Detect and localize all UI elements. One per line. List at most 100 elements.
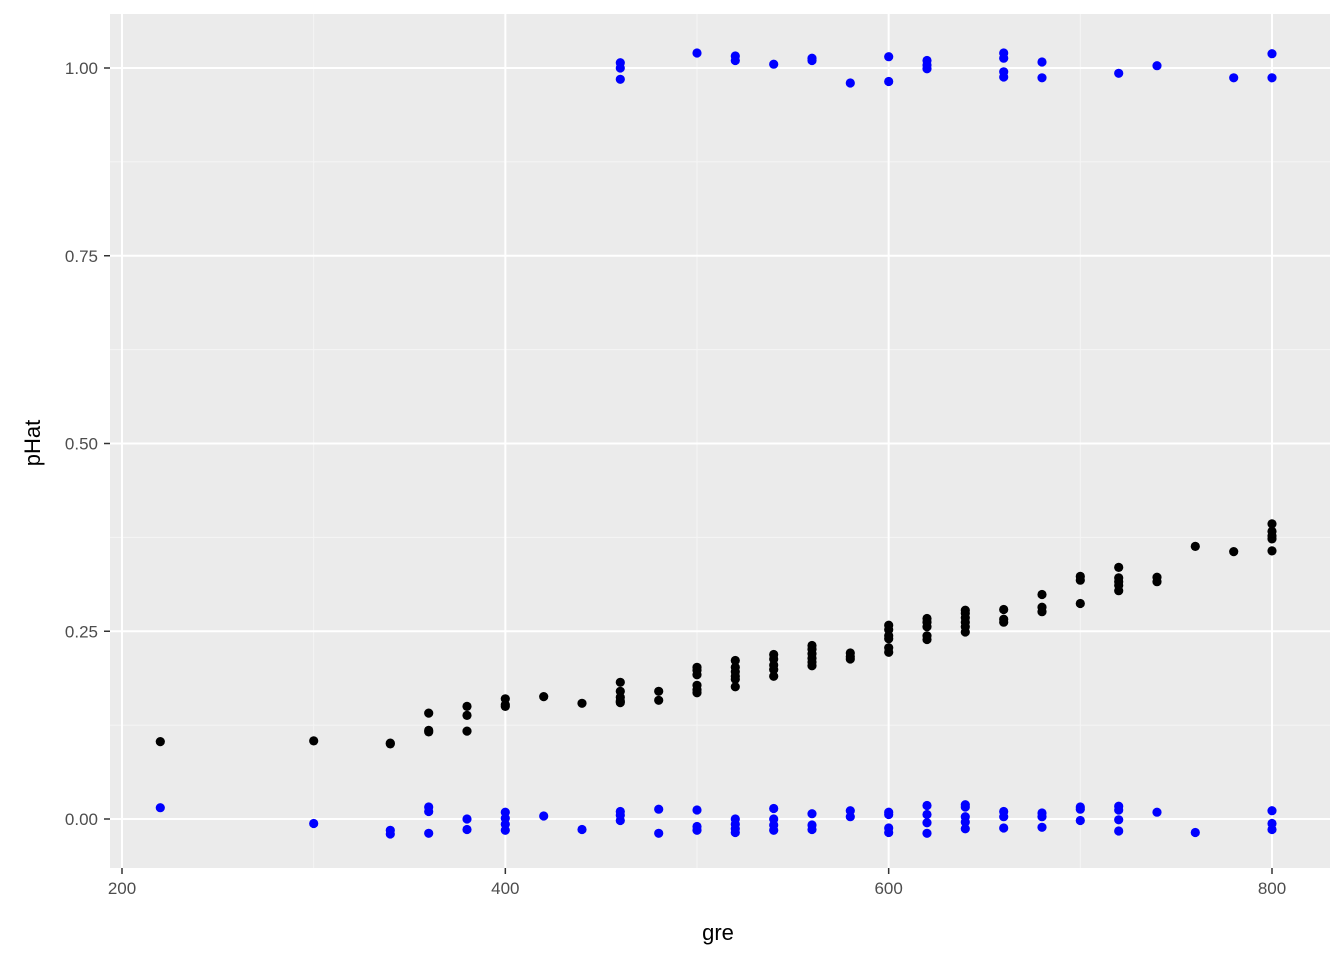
fitted-point: [845, 654, 855, 664]
fitted-point: [500, 701, 510, 712]
fitted-point: [1267, 534, 1277, 544]
observed-point: [922, 809, 932, 820]
observed-point: [960, 817, 970, 827]
observed-point: [999, 823, 1009, 833]
observed-point: [500, 825, 510, 835]
observed-point: [1075, 815, 1085, 826]
observed-point: [1114, 815, 1124, 825]
plot-panel: [110, 14, 1330, 868]
observed-point: [884, 52, 894, 62]
fitted-point: [1037, 607, 1047, 617]
observed-point: [462, 814, 472, 824]
y-tick-label: 1.00: [65, 59, 98, 78]
observed-point: [884, 76, 894, 87]
fitted-point: [884, 647, 894, 657]
observed-point: [155, 803, 165, 813]
fitted-point: [615, 677, 625, 687]
fitted-point: [692, 670, 702, 680]
y-tick-label: 0.75: [65, 247, 98, 266]
fitted-point: [155, 737, 165, 747]
observed-point: [424, 806, 434, 817]
observed-point: [1267, 49, 1277, 59]
fitted-point: [654, 695, 664, 705]
observed-point: [539, 811, 549, 821]
x-axis: 200 400 600 800: [108, 868, 1286, 898]
observed-point: [1152, 807, 1162, 817]
observed-point: [845, 812, 855, 822]
observed-point: [654, 828, 664, 838]
observed-point: [309, 818, 319, 829]
fitted-point: [462, 710, 472, 721]
fitted-point: [462, 726, 472, 736]
observed-point: [999, 53, 1009, 63]
observed-points-series: [155, 48, 1277, 839]
fitted-point: [615, 698, 625, 708]
observed-point: [807, 824, 817, 835]
observed-point: [1037, 57, 1047, 67]
fitted-point: [1267, 519, 1277, 529]
fitted-point: [922, 622, 932, 632]
fitted-point: [1267, 546, 1277, 556]
observed-point: [615, 63, 625, 73]
observed-point: [1114, 68, 1124, 78]
observed-point: [692, 805, 702, 815]
minor-gridlines: [110, 14, 1330, 868]
fitted-point: [1075, 598, 1085, 609]
x-tick-label: 200: [108, 879, 136, 898]
fitted-points-series: [155, 519, 1277, 749]
observed-point: [1152, 61, 1162, 71]
x-tick-label: 400: [491, 879, 519, 898]
observed-point: [424, 828, 434, 838]
observed-point: [1229, 73, 1239, 83]
observed-point: [999, 812, 1009, 822]
observed-point: [922, 800, 932, 811]
fitted-point: [1037, 589, 1047, 600]
observed-point: [1190, 827, 1200, 838]
observed-point: [654, 804, 664, 814]
observed-point: [692, 48, 702, 58]
fitted-point: [1152, 577, 1162, 587]
y-tick-label: 0.50: [65, 435, 98, 454]
observed-point: [577, 824, 587, 835]
fitted-point: [1114, 562, 1124, 573]
observed-point: [1037, 812, 1047, 822]
fitted-point: [999, 604, 1009, 615]
fitted-point: [730, 682, 740, 692]
fitted-point: [462, 701, 472, 712]
observed-point: [1267, 806, 1277, 816]
observed-point: [730, 827, 740, 838]
fitted-point: [884, 634, 894, 644]
observed-point: [807, 809, 817, 819]
observed-point: [884, 809, 894, 820]
observed-point: [1267, 73, 1277, 83]
observed-point: [1267, 824, 1277, 835]
y-axis-title: pHat: [20, 420, 45, 466]
x-tick-label: 600: [874, 879, 902, 898]
observed-point: [730, 55, 740, 66]
observed-point: [769, 59, 779, 69]
observed-point: [1114, 805, 1124, 815]
fitted-point: [424, 727, 434, 737]
fitted-point: [807, 661, 817, 671]
observed-point: [922, 828, 932, 838]
fitted-point: [769, 665, 779, 675]
fitted-point: [922, 634, 932, 645]
observed-point: [769, 825, 779, 835]
fitted-point: [424, 708, 434, 718]
fitted-point: [730, 674, 740, 684]
observed-point: [999, 72, 1009, 82]
observed-point: [1037, 73, 1047, 83]
observed-point: [1037, 822, 1047, 832]
fitted-point: [539, 692, 549, 702]
observed-point: [1075, 804, 1085, 814]
observed-point: [385, 829, 395, 839]
observed-point: [845, 78, 855, 88]
x-axis-title: gre: [702, 920, 734, 945]
observed-point: [769, 803, 779, 814]
fitted-point: [960, 627, 970, 637]
observed-point: [884, 827, 894, 838]
y-tick-label: 0.25: [65, 622, 98, 641]
observed-point: [922, 64, 932, 74]
fitted-point: [1075, 575, 1085, 585]
